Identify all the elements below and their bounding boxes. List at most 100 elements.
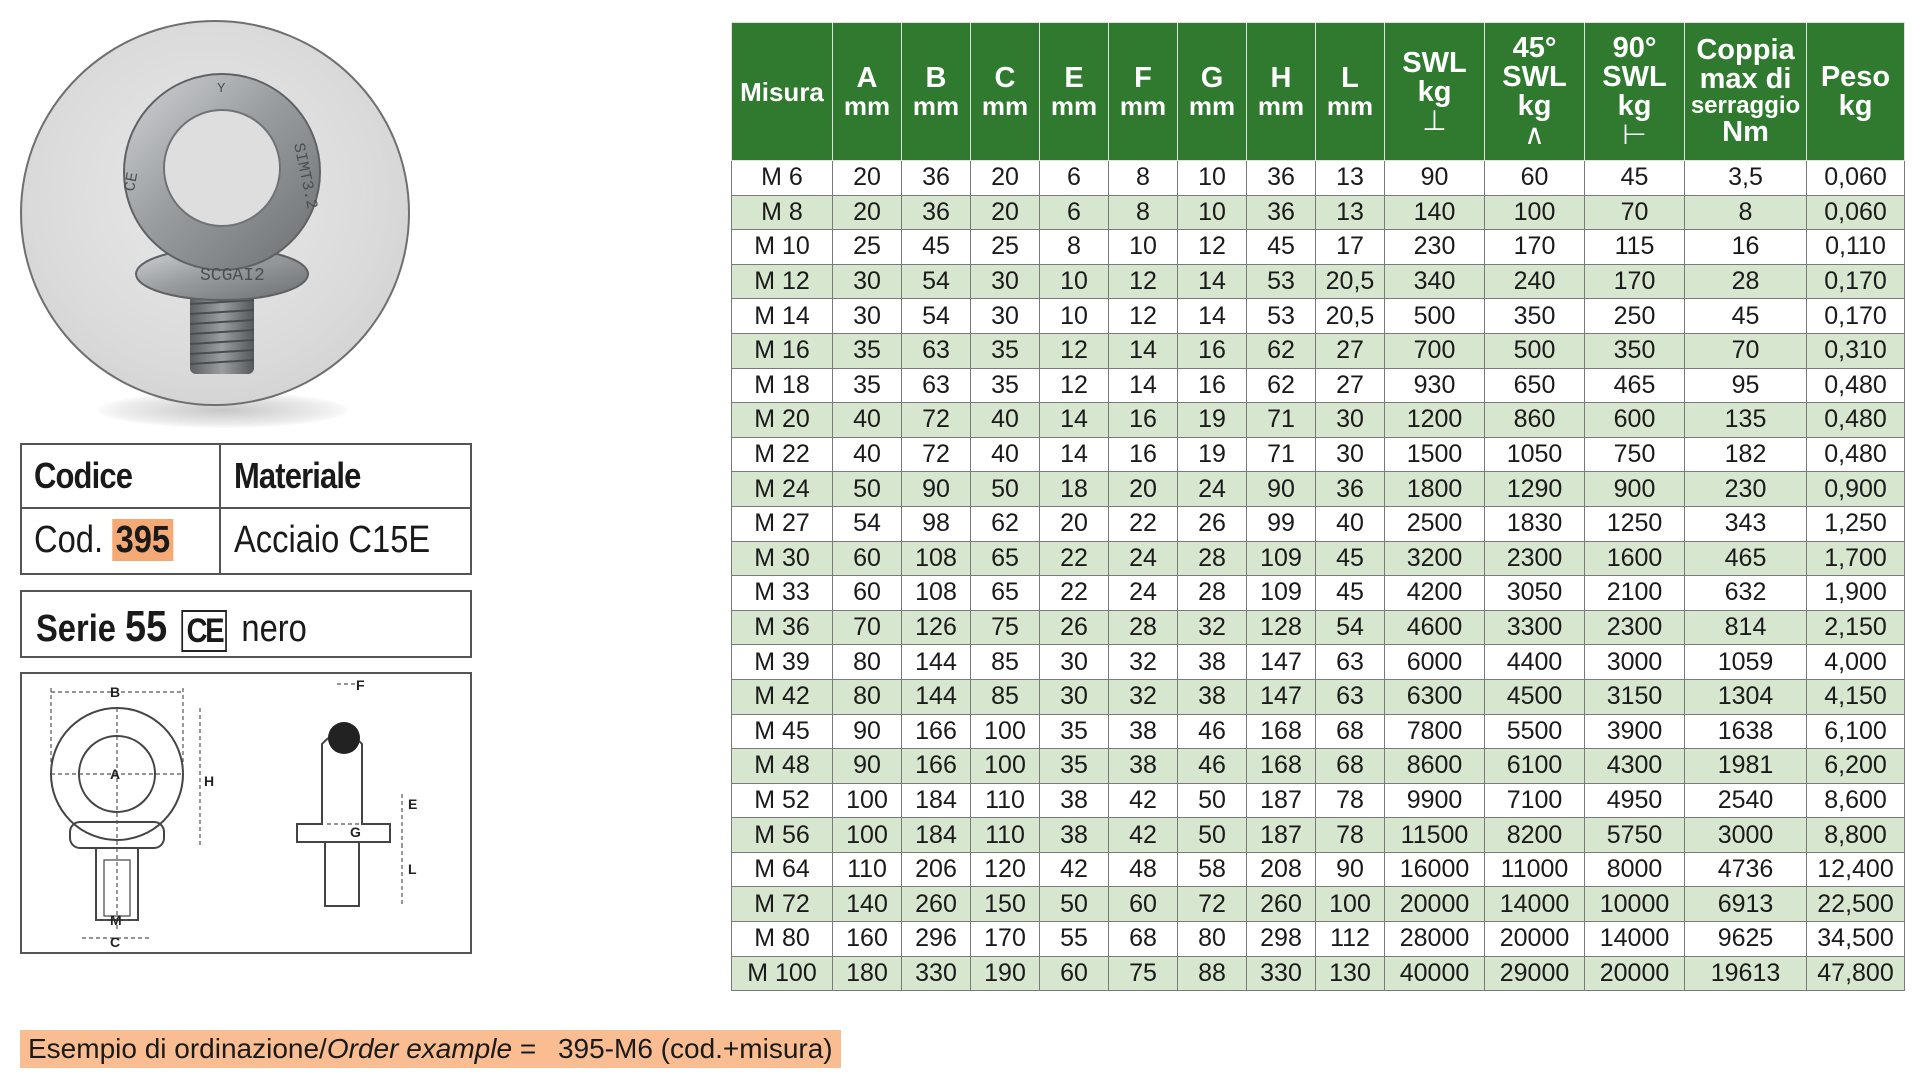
table-cell: 500 bbox=[1484, 332, 1585, 369]
table-cell: 140 bbox=[1384, 194, 1485, 231]
table-cell: 35 bbox=[1039, 713, 1109, 750]
table-cell: 53 bbox=[1246, 263, 1316, 300]
table-cell: 62 bbox=[970, 505, 1040, 542]
serie-label: Serie bbox=[36, 608, 116, 650]
table-cell: 260 bbox=[1246, 886, 1316, 923]
table-cell: 90 bbox=[1384, 160, 1485, 196]
load-90-icon: ⊢ bbox=[1622, 119, 1647, 150]
table-cell: M 48 bbox=[731, 748, 833, 784]
table-cell: 40 bbox=[1315, 505, 1385, 542]
table-cell: 40000 bbox=[1384, 955, 1485, 992]
header-swl-90: 90° SWL kg ⊢ bbox=[1584, 22, 1685, 161]
table-row: M 36 70 126 75 26 28 32 128 54 4600 3300 2300 814 2,1… bbox=[731, 609, 1905, 646]
table-cell: M 80 bbox=[731, 921, 833, 957]
table-cell: 1304 bbox=[1684, 678, 1807, 715]
header-swl-45: 45° SWL kg ∧ bbox=[1484, 22, 1585, 161]
table-cell: 1800 bbox=[1384, 471, 1485, 507]
table-cell: 3300 bbox=[1484, 609, 1585, 646]
header-coppia: Coppia max di serraggio Nm bbox=[1684, 22, 1807, 161]
table-cell: 14 bbox=[1039, 436, 1109, 473]
table-cell: 11500 bbox=[1384, 817, 1485, 853]
table-cell: 36 bbox=[1315, 471, 1385, 507]
code-box-divider-vertical bbox=[219, 445, 221, 573]
table-row: M 72 140 260 150 50 60 72 260 100 20000 14000 10000… bbox=[731, 886, 1905, 923]
table-cell: 16 bbox=[1108, 436, 1178, 473]
table-cell: 26 bbox=[1039, 609, 1109, 646]
table-cell: 90 bbox=[832, 748, 902, 784]
table-cell: 24 bbox=[1108, 540, 1178, 577]
table-cell: 45 bbox=[1584, 160, 1685, 196]
table-cell: 54 bbox=[1315, 609, 1385, 646]
table-cell: 4,000 bbox=[1806, 644, 1905, 680]
table-cell: 4,150 bbox=[1806, 678, 1905, 715]
table-cell: 130 bbox=[1315, 955, 1385, 992]
table-cell: 63 bbox=[1315, 644, 1385, 680]
table-cell: 2300 bbox=[1484, 540, 1585, 577]
table-cell: 6000 bbox=[1384, 644, 1485, 680]
table-cell: 88 bbox=[1177, 955, 1247, 992]
table-cell: 230 bbox=[1384, 229, 1485, 265]
table-cell: 35 bbox=[832, 367, 902, 404]
table-row: M 27 54 98 62 20 22 26 99 40 2500 1830 1250 343 1,250 bbox=[731, 505, 1905, 542]
table-cell: 4600 bbox=[1384, 609, 1485, 646]
table-cell: M 24 bbox=[731, 471, 833, 507]
table-cell: 19 bbox=[1177, 402, 1247, 438]
table-cell: 16 bbox=[1108, 402, 1178, 438]
table-cell: 4500 bbox=[1484, 678, 1585, 715]
table-cell: 296 bbox=[901, 921, 971, 957]
table-cell: 30 bbox=[1315, 436, 1385, 473]
table-cell: 206 bbox=[901, 851, 971, 888]
table-cell: 10 bbox=[1177, 160, 1247, 196]
table-cell: 50 bbox=[1177, 782, 1247, 819]
table-cell: 20,5 bbox=[1315, 298, 1385, 334]
table-cell: 465 bbox=[1684, 540, 1807, 577]
table-cell: 42 bbox=[1108, 817, 1178, 853]
table-cell: 3,5 bbox=[1684, 160, 1807, 196]
table-cell: 1200 bbox=[1384, 402, 1485, 438]
table-row: M 12 30 54 30 10 12 14 53 20,5 340 240 170 28 0,170 bbox=[731, 263, 1905, 300]
ring-top-text: Y bbox=[217, 81, 226, 97]
table-cell: 36 bbox=[1246, 194, 1316, 231]
table-cell: 28 bbox=[1177, 575, 1247, 611]
table-cell: 78 bbox=[1315, 817, 1385, 853]
table-cell: 60 bbox=[832, 540, 902, 577]
table-cell: 30 bbox=[970, 263, 1040, 300]
table-row: M 16 35 63 35 12 14 16 62 27 700 500 350 70 0,310 bbox=[731, 332, 1905, 369]
table-row: M 39 80 144 85 30 32 38 147 63 6000 4400 3000 1059 4,… bbox=[731, 644, 1905, 680]
table-cell: 8 bbox=[1039, 229, 1109, 265]
table-cell: 135 bbox=[1684, 402, 1807, 438]
table-row: M 24 50 90 50 18 20 24 90 36 1800 1290 900 230 0,900 bbox=[731, 471, 1905, 507]
table-cell: 63 bbox=[1315, 678, 1385, 715]
table-cell: 90 bbox=[832, 713, 902, 750]
table-cell: 100 bbox=[832, 817, 902, 853]
table-cell: 4300 bbox=[1584, 748, 1685, 784]
table-cell: 120 bbox=[970, 851, 1040, 888]
table-cell: 208 bbox=[1246, 851, 1316, 888]
table-cell: 17 bbox=[1315, 229, 1385, 265]
table-cell: 170 bbox=[1584, 263, 1685, 300]
table-cell: 78 bbox=[1315, 782, 1385, 819]
table-cell: 350 bbox=[1484, 298, 1585, 334]
dimension-drawing: B A H M C F E G L bbox=[50, 677, 417, 950]
table-cell: 72 bbox=[901, 436, 971, 473]
table-cell: 20,5 bbox=[1315, 263, 1385, 300]
table-cell: 75 bbox=[970, 609, 1040, 646]
table-cell: M 52 bbox=[731, 782, 833, 819]
table-cell: 1,250 bbox=[1806, 505, 1905, 542]
table-cell: 350 bbox=[1584, 332, 1685, 369]
table-cell: 38 bbox=[1177, 644, 1247, 680]
table-cell: 54 bbox=[901, 298, 971, 334]
table-cell: 1638 bbox=[1684, 713, 1807, 750]
table-cell: 30 bbox=[1039, 678, 1109, 715]
table-cell: 0,060 bbox=[1806, 160, 1905, 196]
table-cell: 32 bbox=[1108, 678, 1178, 715]
serie-line: Serie 55 CE nero bbox=[36, 602, 307, 652]
table-cell: 5750 bbox=[1584, 817, 1685, 853]
table-cell: 63 bbox=[901, 332, 971, 369]
material-value: Acciaio C15E bbox=[234, 519, 431, 561]
table-cell: 750 bbox=[1584, 436, 1685, 473]
table-cell: M 100 bbox=[731, 955, 833, 992]
